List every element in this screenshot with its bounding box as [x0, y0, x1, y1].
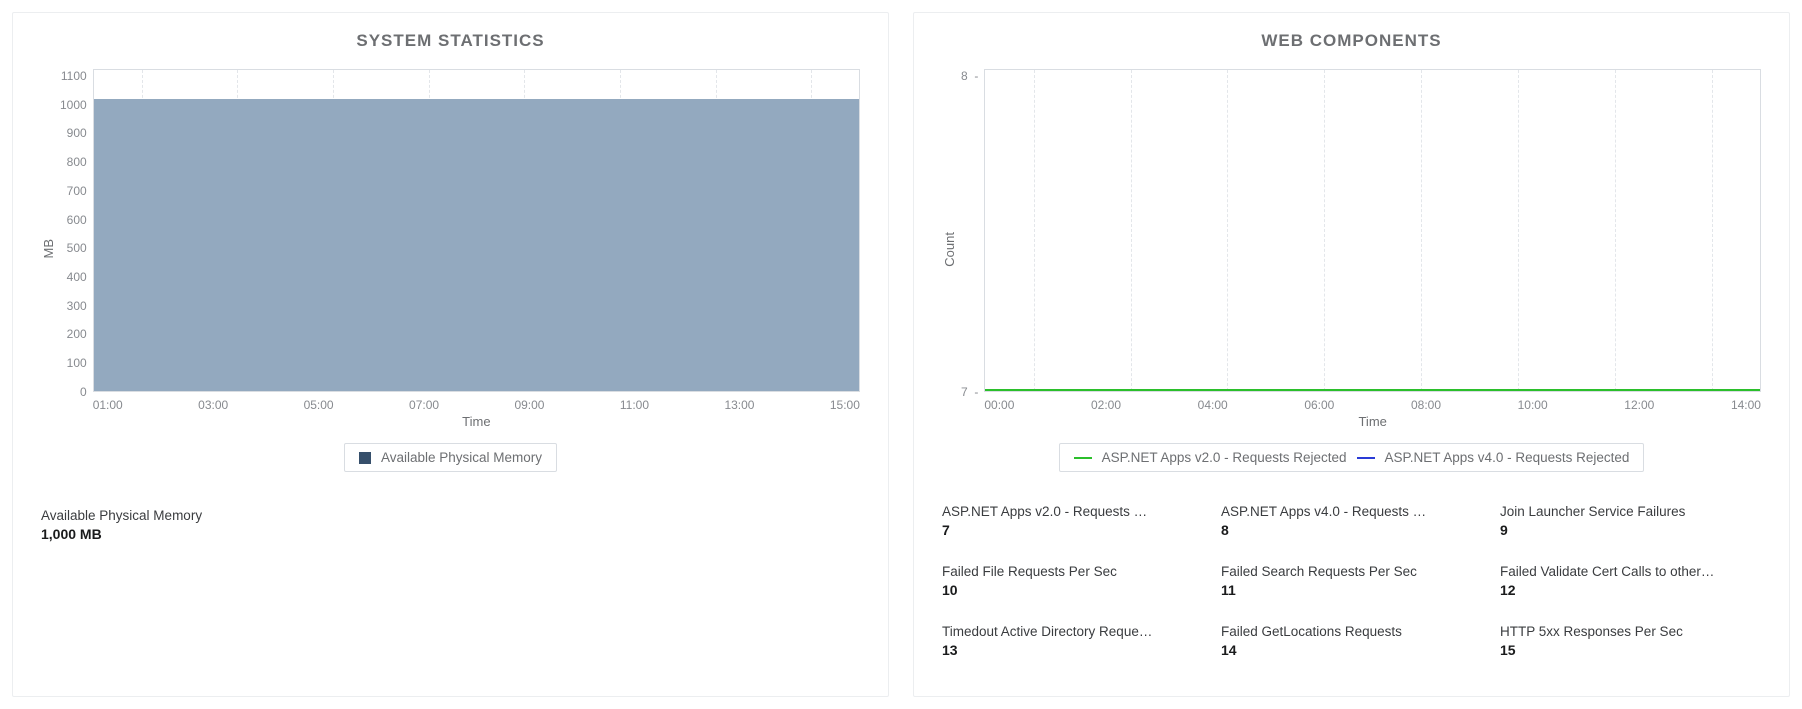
- metric-available-memory: Available Physical Memory 1,000 MB: [41, 508, 860, 542]
- metric-label: Failed File Requests Per Sec: [942, 564, 1203, 579]
- system-stats-chart: MB 110010009008007006005004003002001000 …: [41, 69, 860, 429]
- line-series: [985, 389, 1760, 391]
- metric-label: ASP.NET Apps v4.0 - Requests …: [1221, 504, 1482, 519]
- legend-item-label: ASP.NET Apps v2.0 - Requests Rejected: [1102, 450, 1347, 465]
- x-tick: 09:00: [514, 398, 544, 412]
- metric-value: 11: [1221, 582, 1482, 598]
- plot-area: [93, 69, 860, 392]
- y-tick: 800: [67, 155, 87, 169]
- x-tick: 06:00: [1304, 398, 1334, 412]
- y-tick: 7 -: [961, 385, 978, 399]
- x-axis-label: Time: [984, 414, 1761, 429]
- y-axis: 8 - 7 -: [961, 69, 984, 429]
- y-tick: 1000: [60, 98, 87, 112]
- web-components-panel: WEB COMPONENTS Count 8 - 7 - 00:00 02:00 04…: [913, 12, 1790, 697]
- web-components-chart: Count 8 - 7 - 00:00 02:00 04:00 06:00 08:00 10…: [942, 69, 1761, 429]
- metric-label: Failed GetLocations Requests: [1221, 624, 1482, 639]
- y-tick: 200: [67, 327, 87, 341]
- metric-value: 9: [1500, 522, 1761, 538]
- metric-value: 15: [1500, 642, 1761, 658]
- y-tick: 900: [67, 126, 87, 140]
- chart-legend: Available Physical Memory: [41, 443, 860, 472]
- metric-cell: ASP.NET Apps v2.0 - Requests … 7: [942, 504, 1203, 538]
- x-axis-label: Time: [93, 414, 860, 429]
- metric-label: Failed Search Requests Per Sec: [1221, 564, 1482, 579]
- metric-cell: Failed Search Requests Per Sec 11: [1221, 564, 1482, 598]
- metric-label: ASP.NET Apps v2.0 - Requests …: [942, 504, 1203, 519]
- legend-line-icon: [1074, 457, 1092, 459]
- metric-value: 10: [942, 582, 1203, 598]
- metrics-grid: ASP.NET Apps v2.0 - Requests …7ASP.NET A…: [942, 504, 1761, 658]
- metric-value: 7: [942, 522, 1203, 538]
- metric-cell: Failed File Requests Per Sec 10: [942, 564, 1203, 598]
- y-tick: 700: [67, 184, 87, 198]
- panel-title: SYSTEM STATISTICS: [41, 31, 860, 51]
- x-tick: 12:00: [1624, 398, 1654, 412]
- metric-value: 8: [1221, 522, 1482, 538]
- metric-cell: Failed Validate Cert Calls to other… 12: [1500, 564, 1761, 598]
- metric-label: HTTP 5xx Responses Per Sec: [1500, 624, 1761, 639]
- y-axis-label: Count: [942, 232, 957, 267]
- metric-cell: ASP.NET Apps v4.0 - Requests … 8: [1221, 504, 1482, 538]
- x-tick: 10:00: [1518, 398, 1548, 412]
- y-tick: 600: [67, 213, 87, 227]
- y-tick: 1100: [61, 69, 87, 83]
- y-tick: 8 -: [961, 69, 978, 83]
- y-tick: 400: [67, 270, 87, 284]
- y-tick: 0: [80, 385, 87, 399]
- x-tick: 00:00: [984, 398, 1014, 412]
- legend-swatch-icon: [359, 452, 371, 464]
- legend-line-icon: [1357, 457, 1375, 459]
- line-series: [985, 69, 1760, 70]
- x-axis: 00:00 02:00 04:00 06:00 08:00 10:00 12:00 14:00: [984, 392, 1761, 412]
- x-tick: 11:00: [620, 398, 649, 412]
- x-tick: 04:00: [1198, 398, 1228, 412]
- legend-box: ASP.NET Apps v2.0 - Requests Rejected ASP…: [1059, 443, 1645, 472]
- metric-cell: HTTP 5xx Responses Per Sec 15: [1500, 624, 1761, 658]
- metric-value: 1,000 MB: [41, 526, 860, 542]
- area-series: [94, 99, 859, 391]
- metric-value: 14: [1221, 642, 1482, 658]
- x-tick: 14:00: [1731, 398, 1761, 412]
- y-tick: 500: [67, 241, 87, 255]
- chart-legend: ASP.NET Apps v2.0 - Requests Rejected ASP…: [942, 443, 1761, 472]
- x-tick: 03:00: [198, 398, 228, 412]
- metric-value: 13: [942, 642, 1203, 658]
- y-axis: 110010009008007006005004003002001000: [60, 69, 93, 429]
- x-tick: 08:00: [1411, 398, 1441, 412]
- plot-area: [984, 69, 1761, 392]
- legend-item-available-memory[interactable]: Available Physical Memory: [344, 443, 557, 472]
- x-tick: 05:00: [304, 398, 334, 412]
- panel-title: WEB COMPONENTS: [942, 31, 1761, 51]
- y-axis-label: MB: [41, 239, 56, 259]
- system-statistics-panel: SYSTEM STATISTICS MB 1100100090080070060…: [12, 12, 889, 697]
- x-tick: 07:00: [409, 398, 439, 412]
- x-tick: 02:00: [1091, 398, 1121, 412]
- legend-item-label: ASP.NET Apps v4.0 - Requests Rejected: [1385, 450, 1630, 465]
- x-tick: 13:00: [724, 398, 754, 412]
- metric-cell: Failed GetLocations Requests 14: [1221, 624, 1482, 658]
- y-tick: 300: [67, 299, 87, 313]
- metric-cell: Timedout Active Directory Reque… 13: [942, 624, 1203, 658]
- y-tick: 100: [67, 356, 87, 370]
- x-axis: 01:00 03:00 05:00 07:00 09:00 11:00 13:00 15:00: [93, 392, 860, 412]
- metric-label: Failed Validate Cert Calls to other…: [1500, 564, 1761, 579]
- metric-label: Join Launcher Service Failures: [1500, 504, 1761, 519]
- metric-cell: Join Launcher Service Failures 9: [1500, 504, 1761, 538]
- metric-value: 12: [1500, 582, 1761, 598]
- metric-label: Available Physical Memory: [41, 508, 860, 523]
- x-tick: 01:00: [93, 398, 123, 412]
- legend-item-label: Available Physical Memory: [381, 450, 542, 465]
- metric-label: Timedout Active Directory Reque…: [942, 624, 1203, 639]
- x-tick: 15:00: [830, 398, 860, 412]
